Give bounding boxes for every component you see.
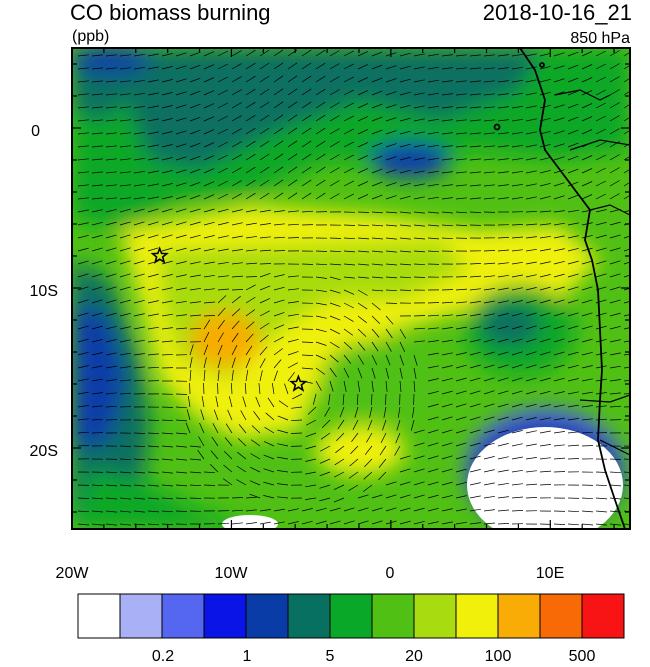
co-concentration-field	[72, 48, 630, 529]
colorbar-swatch	[455, 593, 499, 639]
y-tick-label: 20S	[30, 443, 58, 460]
colorbar-label: 500	[568, 648, 596, 665]
y-tick-label: 0	[31, 123, 40, 140]
x-tick-label: 0	[386, 565, 395, 582]
colorbar-label: 1	[242, 648, 252, 665]
colorbar-swatch	[245, 593, 289, 639]
colorbar-label: 20	[405, 648, 423, 665]
colorbar-swatch	[287, 593, 331, 639]
date-label: 2018-10-16_21	[482, 0, 632, 25]
pressure-level-label: 850 hPa	[570, 30, 630, 47]
colorbar-swatch	[539, 593, 583, 639]
units-label: (ppb)	[72, 28, 110, 45]
site-markers	[150, 246, 308, 392]
x-tick-label: 10W	[215, 565, 249, 582]
colorbar-swatch	[119, 593, 163, 639]
colorbar-swatch	[161, 593, 205, 639]
colorbar-swatch	[371, 593, 415, 639]
star-marker-south	[289, 374, 308, 392]
colorbar-swatch	[329, 593, 373, 639]
star-marker-west	[150, 246, 169, 264]
colorbar	[77, 593, 625, 639]
colorbar-label: 0.2	[151, 648, 175, 665]
y-tick-label: 10S	[30, 283, 58, 300]
colorbar-swatch	[581, 593, 625, 639]
clean-air-region	[467, 427, 623, 529]
colorbar-swatch	[497, 593, 541, 639]
x-tick-label: 20W	[56, 565, 90, 582]
wind-vector-field	[77, 49, 630, 526]
map-title: CO biomass burning	[70, 0, 271, 25]
colorbar-swatch	[203, 593, 247, 639]
axis-tickmarks	[71, 48, 630, 529]
colorbar-swatch	[413, 593, 457, 639]
x-tick-label: 10E	[536, 565, 564, 582]
africa-coastline	[493, 48, 630, 529]
colorbar-swatch	[77, 593, 121, 639]
colorbar-label: 5	[325, 648, 335, 665]
colorbar-label: 100	[484, 648, 512, 665]
